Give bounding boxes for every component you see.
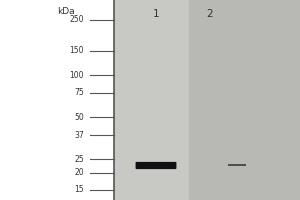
Text: 250: 250	[70, 16, 84, 24]
Bar	[0, 0, 114, 200]
Text: 150: 150	[70, 46, 84, 55]
Text: 2: 2	[207, 9, 213, 19]
Text: 75: 75	[74, 88, 84, 97]
Text: 37: 37	[74, 131, 84, 140]
Text: 50: 50	[74, 113, 84, 122]
Bar	[189, 0, 300, 200]
Text: 20: 20	[74, 168, 84, 177]
Text: 25: 25	[74, 155, 84, 164]
FancyBboxPatch shape	[136, 162, 176, 169]
Text: kDa: kDa	[57, 7, 75, 16]
Text: 100: 100	[70, 71, 84, 80]
Text: 1: 1	[153, 9, 159, 19]
Bar	[114, 0, 300, 200]
Text: 15: 15	[74, 186, 84, 194]
